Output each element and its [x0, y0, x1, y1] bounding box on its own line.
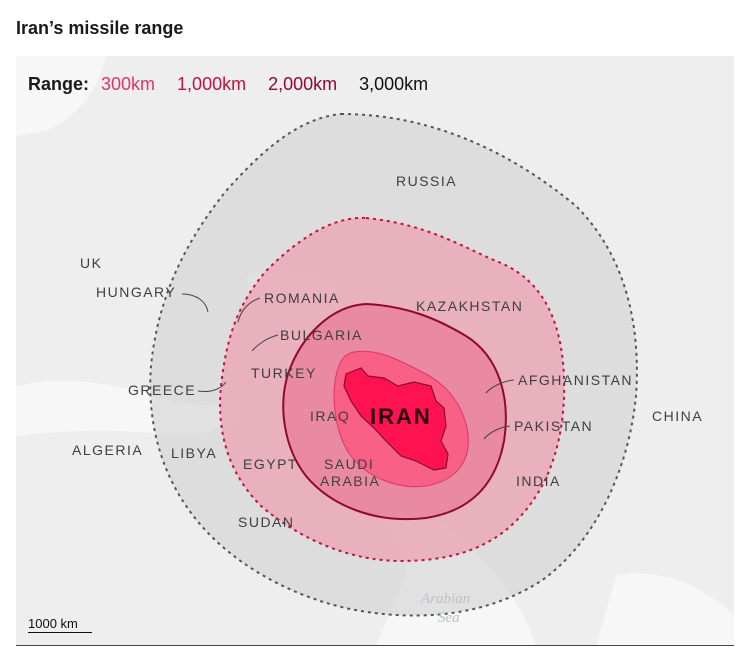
label-russia: RUSSIA [396, 173, 457, 189]
label-china: CHINA [652, 408, 703, 424]
legend-label: Range: [28, 74, 90, 94]
label-afghanistan: AFGHANISTAN [518, 372, 633, 388]
label-bulgaria: BULGARIA [280, 327, 363, 343]
label-egypt: EGYPT [243, 456, 298, 472]
legend-item-2000km: 2,000km [268, 74, 338, 94]
label-arabia: ARABIA [320, 473, 380, 489]
leader-pakistan [483, 425, 511, 440]
label-iran: IRAN [370, 404, 432, 429]
north-sea [16, 56, 106, 136]
label-uk: UK [80, 255, 102, 271]
scale-bar: 1000 km [28, 616, 92, 633]
bay-of-bengal [596, 573, 734, 646]
map-area: RUSSIA UK HUNGARY ROMANIA BULGARIA KAZAK… [16, 56, 734, 646]
legend-item-3000km: 3,000km [359, 74, 429, 94]
label-romania: ROMANIA [264, 290, 340, 306]
leader-hungary [181, 293, 209, 313]
label-greece: GREECE [128, 382, 196, 398]
map-svg: RUSSIA UK HUNGARY ROMANIA BULGARIA KAZAK… [16, 56, 734, 646]
leader-afghanistan [485, 379, 515, 394]
leader-romania [237, 297, 261, 323]
label-iraq: IRAQ [310, 408, 350, 424]
label-libya: LIBYA [171, 445, 217, 461]
leader-bulgaria [251, 334, 279, 352]
legend-item-1000km: 1,000km [177, 74, 247, 94]
label-sea-line1: Arabian [420, 591, 470, 607]
iran-shape [343, 367, 449, 471]
label-kazakhstan: KAZAKHSTAN [416, 298, 523, 314]
label-pakistan: PAKISTAN [514, 418, 593, 434]
leader-greece [197, 381, 227, 392]
label-turkey: TURKEY [251, 365, 317, 381]
label-sudan: SUDAN [238, 514, 295, 530]
label-india: INDIA [516, 473, 561, 489]
bottom-divider [16, 645, 734, 646]
label-saudi: SAUDI [324, 456, 374, 472]
label-algeria: ALGERIA [72, 442, 143, 458]
legend-item-300km: 300km [101, 74, 156, 94]
map-title: Iran’s missile range [16, 18, 184, 38]
label-hungary: HUNGARY [96, 284, 176, 300]
map-legend: Range: 300km 1,000km 2,000km 3,000km [28, 74, 428, 95]
label-sea-line2: Sea [438, 610, 460, 626]
